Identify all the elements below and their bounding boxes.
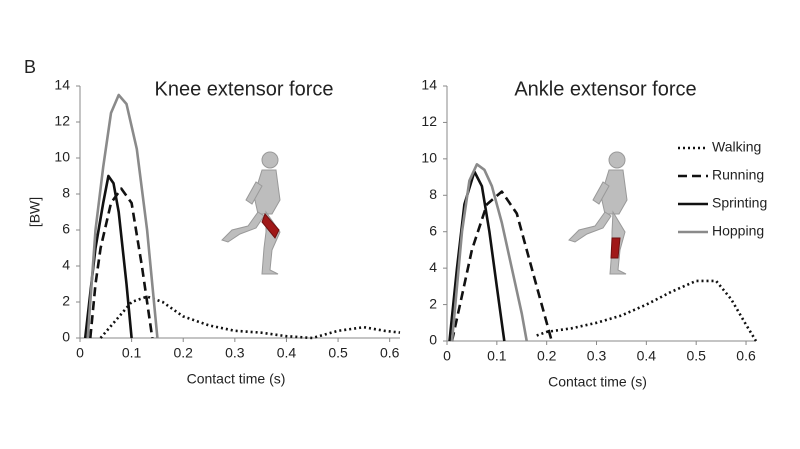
x-tick-label: 0.1 bbox=[487, 348, 507, 364]
x-tick-label: 0.3 bbox=[225, 345, 245, 361]
series-line bbox=[450, 190, 553, 342]
x-tick-label: 0.2 bbox=[173, 345, 193, 361]
series-line bbox=[536, 279, 758, 342]
series-line bbox=[99, 295, 401, 340]
y-tick-label: 10 bbox=[421, 150, 437, 166]
y-tick-label: 6 bbox=[429, 222, 437, 238]
y-tick-label: 4 bbox=[429, 259, 437, 275]
x-tick-label: 0 bbox=[443, 348, 451, 364]
y-tick-label: 2 bbox=[429, 295, 437, 311]
y-tick-label: 0 bbox=[62, 329, 70, 345]
y-tick-label: 8 bbox=[62, 185, 70, 201]
x-tick-label: 0.1 bbox=[122, 345, 142, 361]
series-line bbox=[450, 163, 528, 342]
x-tick-label: 0.3 bbox=[587, 348, 607, 364]
x-tick-label: 0.2 bbox=[537, 348, 557, 364]
legend-label: Sprinting bbox=[712, 195, 767, 211]
figure-ankle bbox=[568, 151, 628, 275]
series-line bbox=[448, 170, 506, 342]
panel-label: B bbox=[24, 57, 36, 77]
legend-label: Running bbox=[712, 167, 764, 183]
y-tick-label: 12 bbox=[421, 113, 437, 129]
figure-knee bbox=[221, 151, 281, 275]
series-line bbox=[86, 93, 159, 339]
y-tick-label: 14 bbox=[421, 77, 437, 93]
x-tick-label: 0.5 bbox=[686, 348, 706, 364]
y-tick-label: 14 bbox=[54, 77, 70, 93]
x-tick-label: 0.6 bbox=[380, 345, 400, 361]
x-tick-label: 0.4 bbox=[637, 348, 657, 364]
chart-title: Ankle extensor force bbox=[514, 78, 696, 100]
x-tick-label: 0.6 bbox=[736, 348, 756, 364]
x-tick-label: 0.4 bbox=[277, 345, 297, 361]
y-tick-label: 0 bbox=[429, 332, 437, 348]
x-axis-label: Contact time (s) bbox=[187, 371, 286, 387]
y-axis-label: [BW] bbox=[27, 197, 43, 227]
y-tick-label: 10 bbox=[54, 149, 70, 165]
y-tick-label: 12 bbox=[54, 113, 70, 129]
y-tick-label: 8 bbox=[429, 186, 437, 202]
legend-label: Hopping bbox=[712, 223, 764, 239]
y-tick-label: 6 bbox=[62, 221, 70, 237]
legend-label: Walking bbox=[712, 139, 761, 155]
y-tick-label: 4 bbox=[62, 257, 70, 273]
chart-title: Knee extensor force bbox=[155, 78, 334, 100]
x-tick-label: 0.5 bbox=[328, 345, 348, 361]
y-tick-label: 2 bbox=[62, 293, 70, 309]
x-axis-label: Contact time (s) bbox=[548, 374, 647, 390]
x-tick-label: 0 bbox=[76, 345, 84, 361]
